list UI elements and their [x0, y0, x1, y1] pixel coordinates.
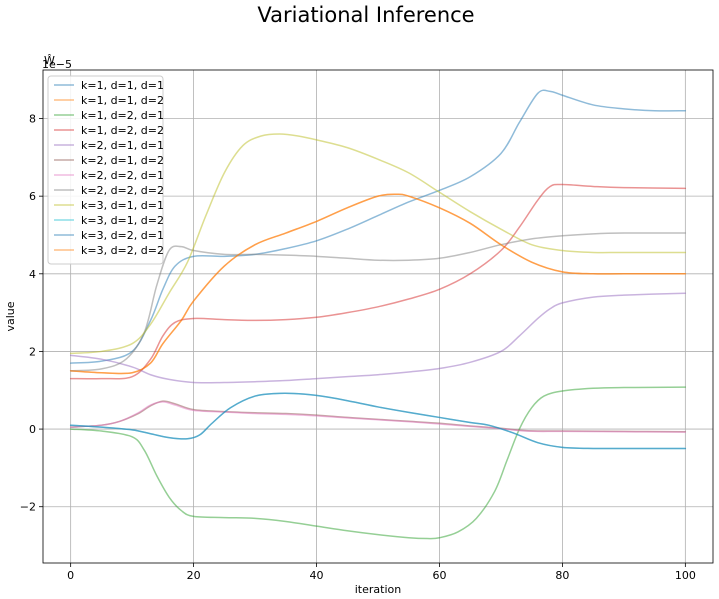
- series-line-12: [69, 193, 687, 375]
- series-line-1: [69, 89, 687, 364]
- series-line-6: [69, 400, 687, 433]
- y-tick-label: −2: [20, 501, 36, 514]
- series-line-7: [69, 401, 687, 433]
- series-line-9: [69, 133, 687, 355]
- y-tick-label: 0: [29, 423, 36, 436]
- legend-entry: k=3, d=2, d=2: [81, 244, 164, 257]
- y-axis-label: value: [4, 301, 17, 331]
- legend-entry: k=2, d=1, d=1: [81, 139, 164, 152]
- axis-ticks: 0 20 40 60 80 100 −2 0 2 4 6 8: [20, 113, 696, 582]
- legend-entry: k=2, d=1, d=2: [81, 154, 164, 167]
- legend-frame: [47, 75, 164, 265]
- legend-entry: k=3, d=2, d=1: [81, 229, 164, 242]
- y-tick-label: 6: [29, 190, 36, 203]
- series-line-3: [69, 386, 687, 540]
- legend-entry: k=2, d=2, d=2: [81, 184, 164, 197]
- series-line-5: [69, 292, 687, 384]
- y-offset-text: 1e−5: [42, 58, 72, 71]
- chart-title: Variational Inference: [257, 3, 474, 27]
- x-tick-label: 100: [675, 569, 696, 582]
- legend-entry: k=1, d=1, d=2: [81, 94, 164, 107]
- legend: k=1, d=1, d=1 k=1, d=1, d=2 k=1, d=2, d=1 k…: [47, 75, 164, 265]
- x-tick-label: 20: [187, 569, 201, 582]
- x-tick-label: 60: [432, 569, 446, 582]
- legend-entry: k=3, d=1, d=2: [81, 214, 164, 227]
- x-tick-label: 80: [555, 569, 569, 582]
- legend-entry: k=2, d=2, d=1: [81, 169, 164, 182]
- x-tick-label: 0: [67, 569, 74, 582]
- y-tick-label: 8: [29, 113, 36, 126]
- series-line-4: [69, 183, 687, 380]
- axis-label-top: Ŵ: [44, 54, 55, 67]
- series-lines: [69, 89, 687, 540]
- series-line-8: [69, 232, 687, 372]
- series-line-11: [69, 392, 687, 450]
- legend-entry: k=1, d=2, d=2: [81, 124, 164, 137]
- plot-frame: [42, 69, 714, 564]
- legend-entry: k=3, d=1, d=1: [81, 199, 164, 212]
- x-tick-label: 40: [310, 569, 324, 582]
- y-tick-label: 2: [29, 345, 36, 358]
- y-tick-label: 4: [29, 268, 36, 281]
- x-axis-label: iteration: [355, 583, 401, 596]
- legend-entry: k=1, d=2, d=1: [81, 109, 164, 122]
- legend-entry: k=1, d=1, d=1: [81, 79, 164, 92]
